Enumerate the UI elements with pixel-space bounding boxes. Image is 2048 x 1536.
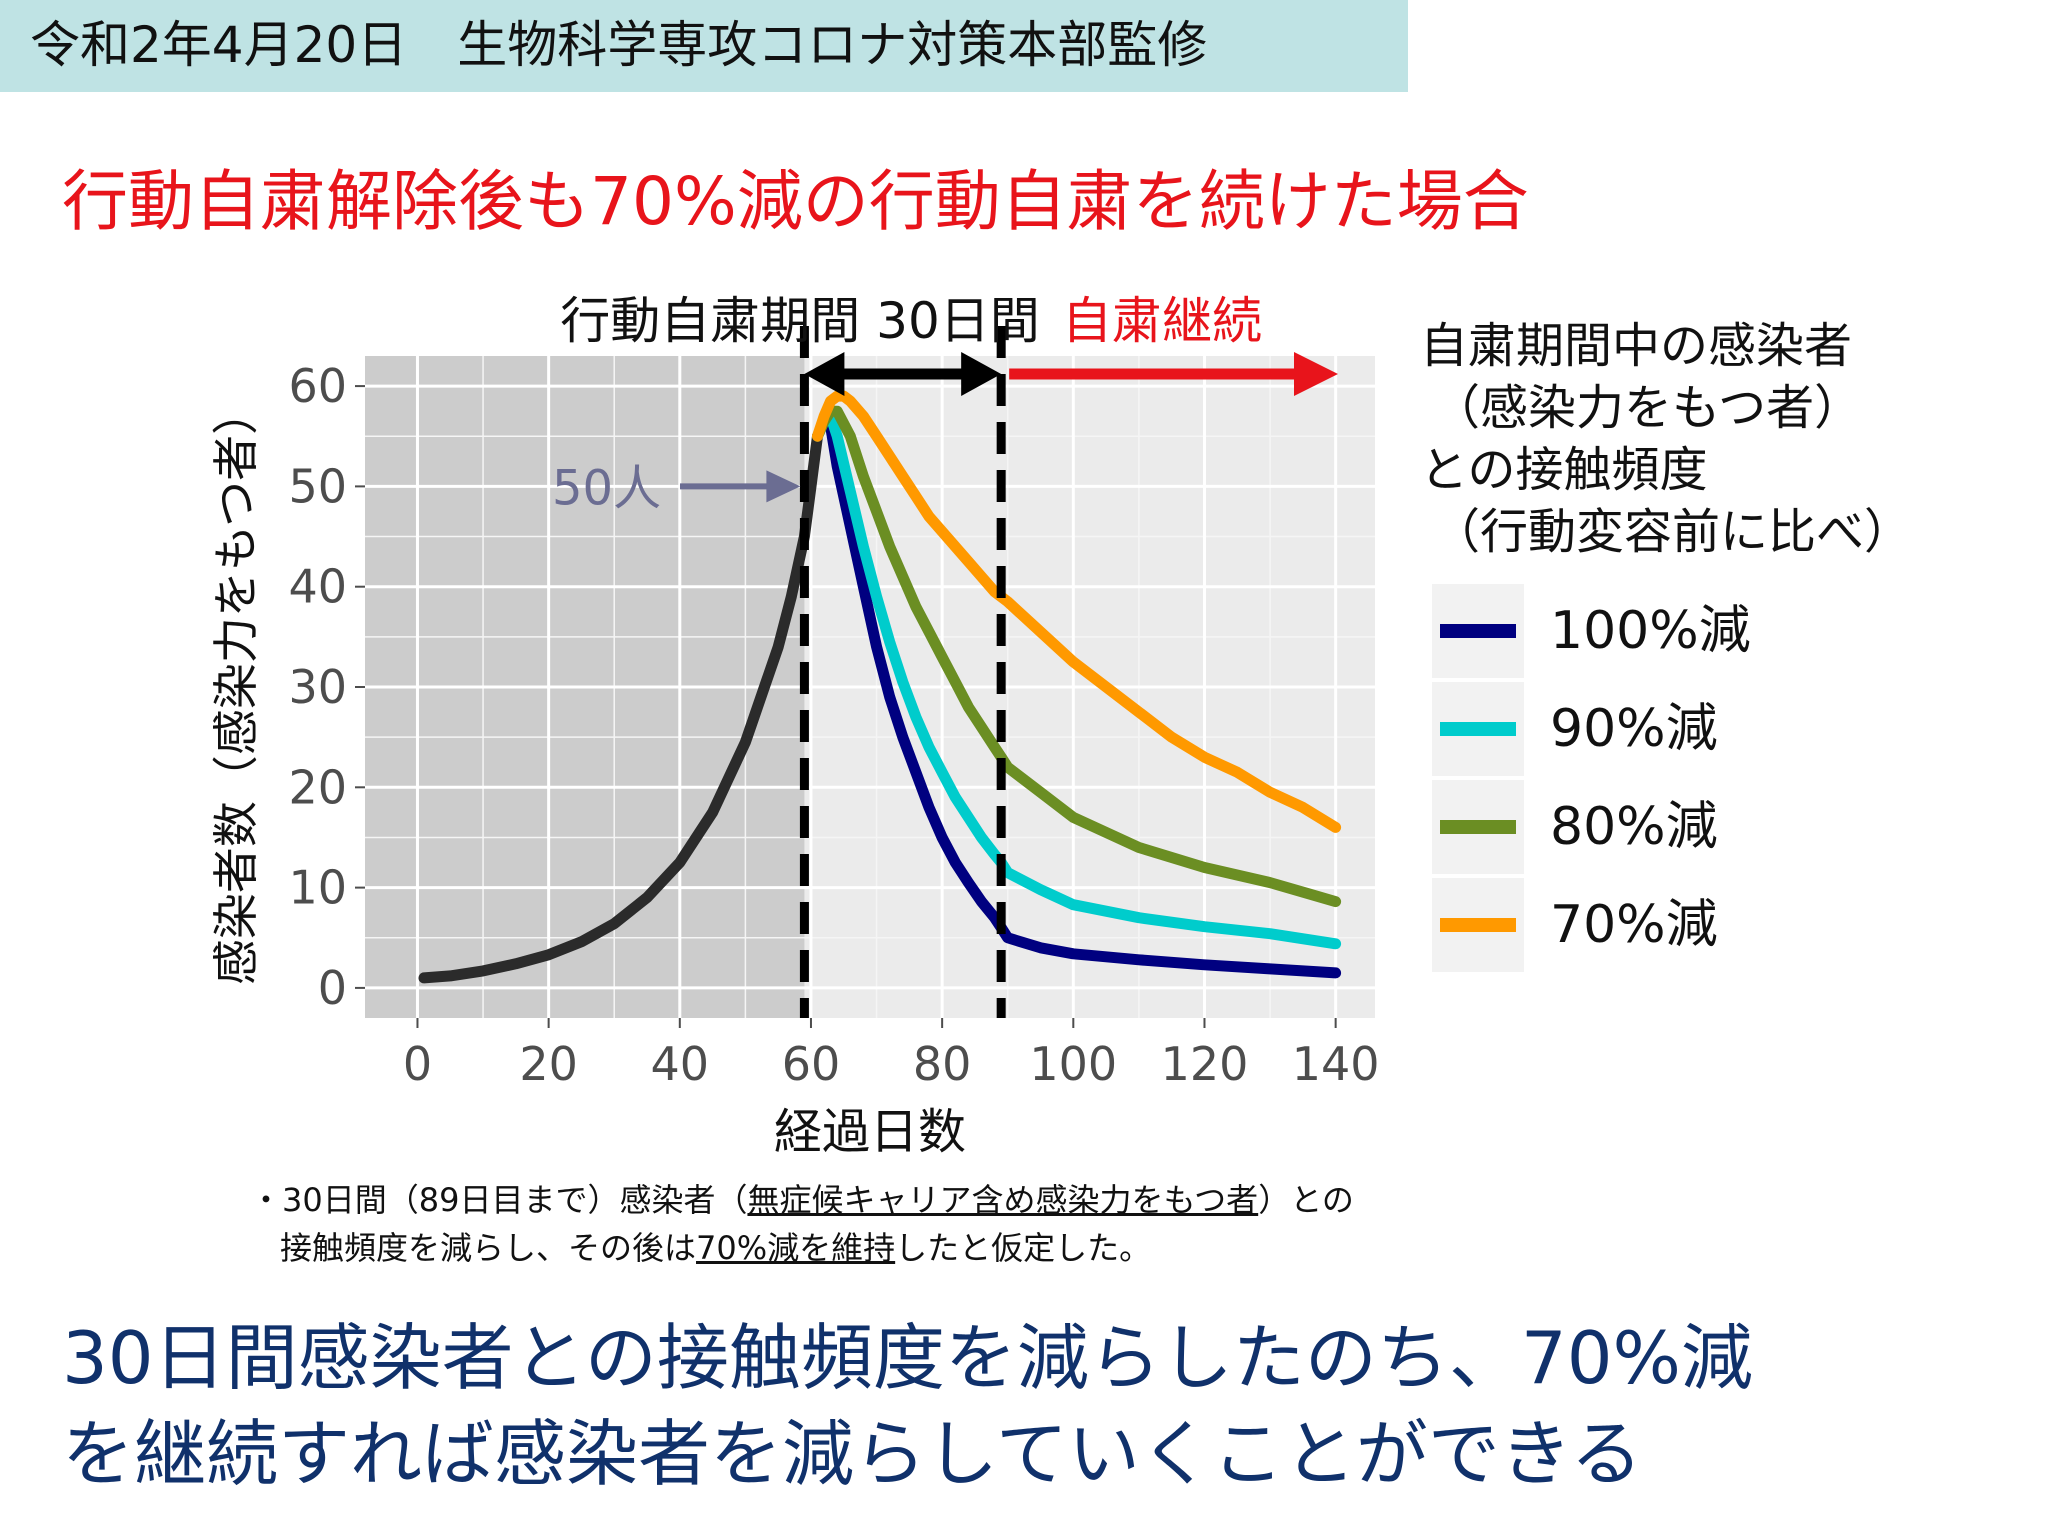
y-tick-label: 60 [288,359,347,413]
conclusion-line-2: を継続すれば感染者を減らしていくことができる [62,1412,1643,1496]
continue-label: 自粛継続 [1062,292,1262,350]
y-tick-label: 50 [288,459,347,513]
conclusion-line-1: 30日間感染者との接触頻度を減らしたのち、70%減 [62,1316,1753,1400]
period-arrow-right-head [961,352,1002,396]
legend-label: 80%減 [1550,797,1718,857]
period-label: 行動自粛期間 30日間 [560,292,1040,350]
footnote-line-2: 接触頻度を減らし、その後は70%減を維持したと仮定した。 [250,1224,1354,1272]
x-axis-label: 経過日数 [774,1104,966,1160]
legend-title: 自粛期間中の感染者 [1420,318,1852,374]
series-line-90%減 [812,410,1342,950]
x-tick-label: 140 [1292,1037,1380,1091]
legend-title: （行動変容前に比べ） [1432,504,1912,560]
y-tick-label: 20 [288,760,347,814]
legend-label: 100%減 [1550,601,1751,661]
y-tick-label: 0 [318,961,347,1015]
line-chart: 0 20 40 60 80 100 120 140 0 10 20 30 40 50 60 経過日数 感染者数（… [209,292,1912,1160]
x-tick-label: 40 [651,1037,710,1091]
x-tick-label: 0 [403,1037,432,1091]
footnote-line-1: ・30日間（89日目まで）感染者（無症候キャリア含め感染力をもつ者）との [250,1176,1354,1224]
y-tick-label: 10 [288,861,347,915]
legend-label: 70%減 [1550,895,1718,955]
footnote-text: ・30日間（89日目まで）感染者（ [250,1181,748,1219]
header-text: 令和2年4月20日 生物科学専攻コロナ対策本部監修 [30,16,1208,74]
y-axis-label: 感染者数（感染力をもつ者） [209,389,263,985]
x-tick-label: 100 [1029,1037,1117,1091]
series-line-80%減 [812,405,1342,908]
x-tick-label: 80 [913,1037,972,1091]
footnote-text: 接触頻度を減らし、その後は [280,1229,697,1267]
footnote-text: したと仮定した。 [895,1229,1152,1267]
footnote: ・30日間（89日目まで）感染者（無症候キャリア含め感染力をもつ者）との 接触頻… [250,1176,1354,1272]
header-bar: 令和2年4月20日 生物科学専攻コロナ対策本部監修 [0,0,1408,92]
series-line-before [418,430,823,984]
y-tick-label: 30 [288,660,347,714]
legend-title: （感染力をもつ者） [1432,380,1862,436]
series-line-100%減 [812,415,1342,979]
legend-title: との接触頻度 [1420,442,1708,498]
footnote-text: ）との [1258,1181,1354,1219]
annotation-label: 50人 [552,460,661,516]
series-line-70%減 [812,390,1342,833]
y-tick-label: 40 [288,560,347,614]
x-tick-label: 20 [519,1037,578,1091]
footnote-underlined: 無症候キャリア含め感染力をもつ者 [747,1181,1259,1219]
footnote-underlined: 70%減を維持 [696,1229,896,1267]
legend-label: 90%減 [1550,699,1718,759]
continue-arrow-head [1294,352,1338,396]
conclusion: 30日間感染者との接触頻度を減らしたのち、70%減 を継続すれば感染者を減らして… [62,1310,1753,1502]
annotation-arrow-head [766,470,801,503]
x-tick-label: 120 [1161,1037,1249,1091]
headline: 行動自粛解除後も70%減の行動自粛を続けた場合 [62,163,1529,240]
period-arrow-left-head [804,352,845,396]
x-tick-label: 60 [782,1037,841,1091]
